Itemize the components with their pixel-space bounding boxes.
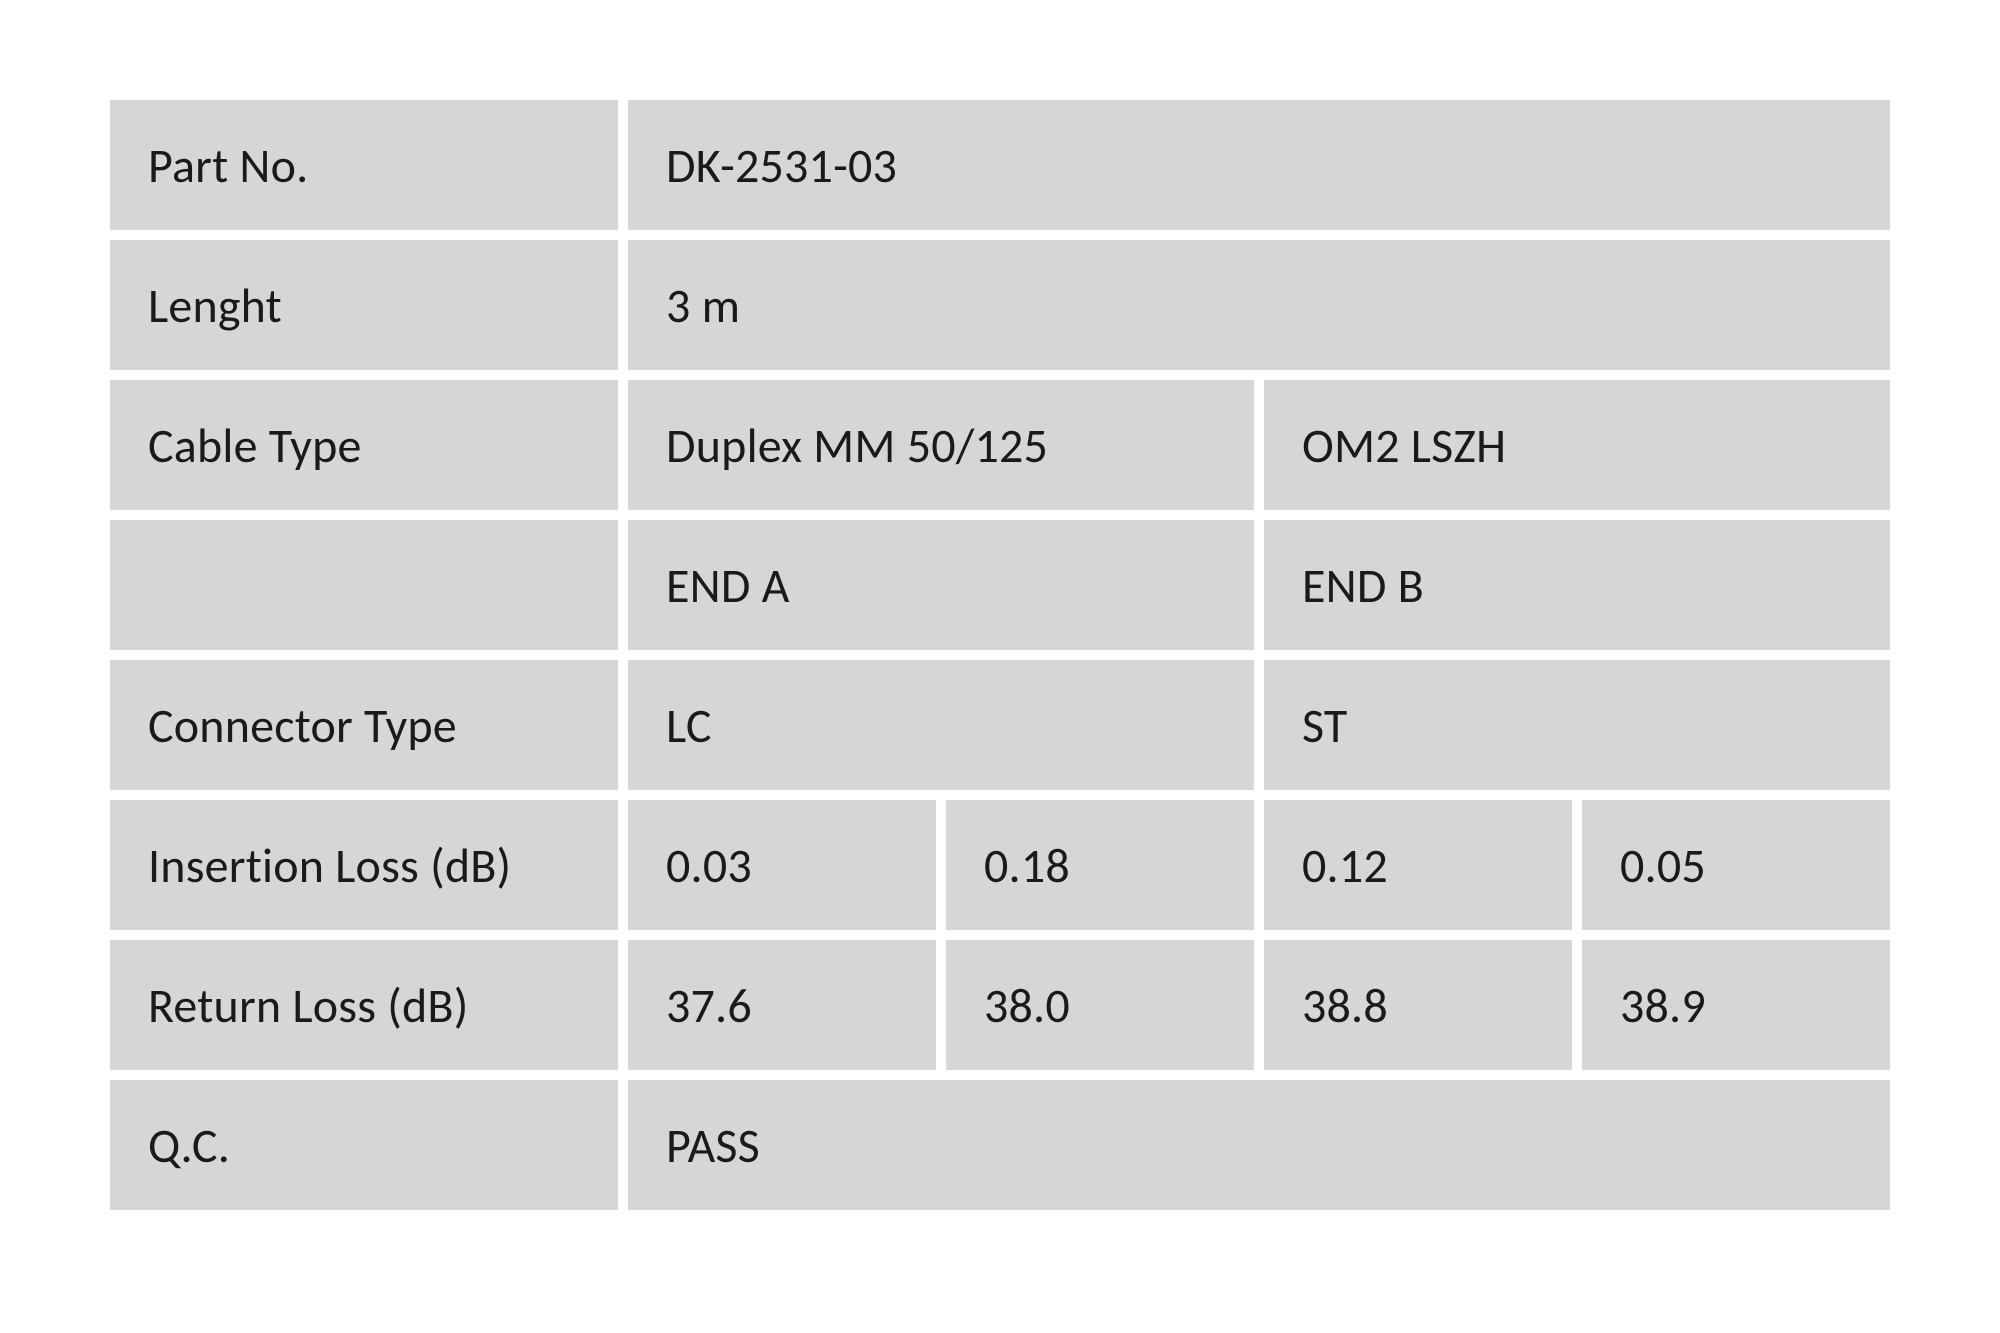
value-qc: PASS [628, 1080, 1890, 1210]
value-insertion-loss-3: 0.12 [1264, 800, 1572, 930]
value-return-loss-4: 38.9 [1582, 940, 1890, 1070]
label-qc: Q.C. [110, 1080, 618, 1210]
value-end-b: END B [1264, 520, 1890, 650]
value-part-no: DK-2531-03 [628, 100, 1890, 230]
value-insertion-loss-4: 0.05 [1582, 800, 1890, 930]
row-qc: Q.C. PASS [110, 1080, 1890, 1210]
value-end-a: END A [628, 520, 1254, 650]
value-return-loss-1: 37.6 [628, 940, 936, 1070]
label-insertion-loss: Insertion Loss (dB) [110, 800, 618, 930]
row-length: Lenght 3 m [110, 240, 1890, 370]
row-return-loss: Return Loss (dB) 37.6 38.0 38.8 38.9 [110, 940, 1890, 1070]
value-connector-b: ST [1264, 660, 1890, 790]
row-insertion-loss: Insertion Loss (dB) 0.03 0.18 0.12 0.05 [110, 800, 1890, 930]
spec-table: Part No. DK-2531-03 Lenght 3 m Cable Typ… [110, 100, 1890, 1210]
value-return-loss-3: 38.8 [1264, 940, 1572, 1070]
label-return-loss: Return Loss (dB) [110, 940, 618, 1070]
label-ends [110, 520, 618, 650]
value-connector-a: LC [628, 660, 1254, 790]
row-part-no: Part No. DK-2531-03 [110, 100, 1890, 230]
value-insertion-loss-2: 0.18 [946, 800, 1254, 930]
value-length: 3 m [628, 240, 1890, 370]
value-cable-type-a: Duplex MM 50/125 [628, 380, 1254, 510]
row-cable-type: Cable Type Duplex MM 50/125 OM2 LSZH [110, 380, 1890, 510]
value-cable-type-b: OM2 LSZH [1264, 380, 1890, 510]
row-connector: Connector Type LC ST [110, 660, 1890, 790]
value-insertion-loss-1: 0.03 [628, 800, 936, 930]
label-cable-type: Cable Type [110, 380, 618, 510]
label-part-no: Part No. [110, 100, 618, 230]
value-return-loss-2: 38.0 [946, 940, 1254, 1070]
label-length: Lenght [110, 240, 618, 370]
row-ends: END A END B [110, 520, 1890, 650]
label-connector: Connector Type [110, 660, 618, 790]
